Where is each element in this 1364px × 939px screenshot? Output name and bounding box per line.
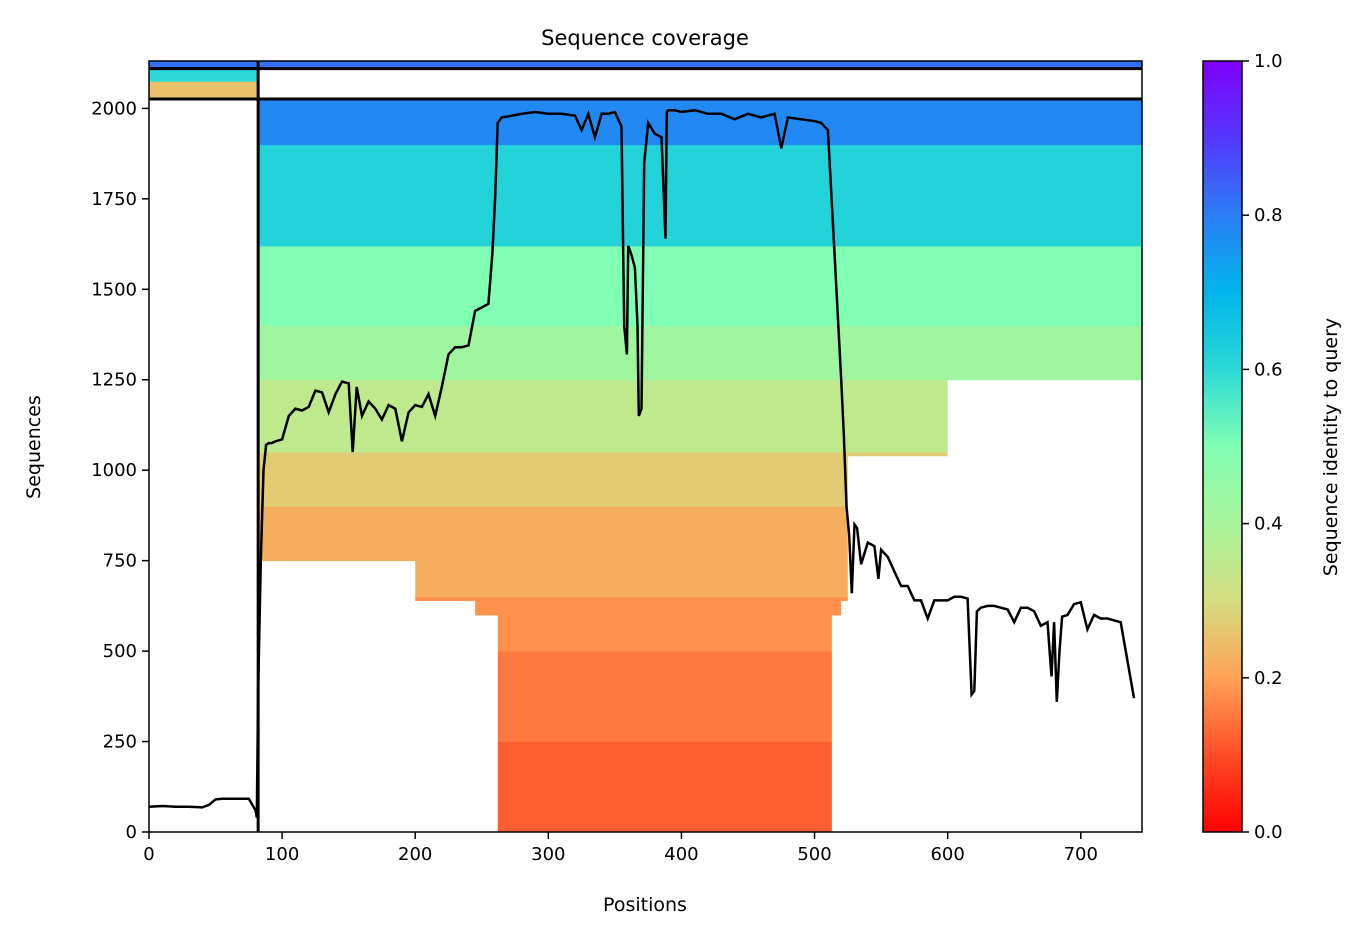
x-tick-label: 500 bbox=[797, 844, 831, 865]
x-tick-label: 100 bbox=[265, 844, 299, 865]
colorbar-tick-label: 0.6 bbox=[1254, 359, 1283, 380]
y-axis: 0 250 500 750 1000 1250 1500 1750 2000 bbox=[91, 98, 149, 843]
x-tick-label: 600 bbox=[930, 844, 964, 865]
x-tick-label: 300 bbox=[531, 844, 565, 865]
heatmap-cell bbox=[258, 98, 1142, 146]
y-axis-label: Sequences bbox=[23, 395, 45, 499]
heatmap-cell bbox=[258, 245, 1142, 326]
heatmap-cell bbox=[258, 325, 1142, 381]
y-tick-label: 0 bbox=[126, 822, 137, 843]
colorbar-tick-label: 1.0 bbox=[1254, 51, 1283, 72]
y-tick-label: 1500 bbox=[91, 279, 137, 300]
x-axis-label: Positions bbox=[603, 894, 687, 916]
x-axis: 0 100 200 300 400 500 600 700 bbox=[143, 832, 1098, 865]
coverage-line bbox=[149, 108, 1136, 818]
chart-title: Sequence coverage bbox=[541, 26, 749, 50]
y-tick-label: 250 bbox=[103, 732, 137, 753]
heatmap-cell bbox=[497, 651, 832, 743]
y-tick-label: 500 bbox=[103, 641, 137, 662]
colorbar-tick-label: 0.4 bbox=[1254, 514, 1283, 535]
heatmap-cell bbox=[149, 81, 259, 100]
heatmap-cell bbox=[258, 144, 1142, 247]
colorbar-axis: 0.0 0.2 0.4 0.6 0.8 1.0 bbox=[1242, 51, 1283, 843]
y-tick-label: 2000 bbox=[91, 98, 137, 119]
heatmap-cell bbox=[415, 560, 848, 598]
heatmap-cell bbox=[258, 506, 848, 562]
colorbar-tick-label: 0.8 bbox=[1254, 205, 1283, 226]
x-tick-label: 200 bbox=[398, 844, 432, 865]
colorbar-tick-label: 0.0 bbox=[1254, 822, 1283, 843]
colorbar-label: Sequence identity to query bbox=[1320, 318, 1342, 576]
coverage-heatmap bbox=[149, 61, 1142, 832]
colorbar bbox=[1202, 60, 1243, 833]
heatmap-cell bbox=[497, 741, 832, 832]
heatmap-cell bbox=[149, 61, 1142, 70]
heatmap-cell bbox=[497, 614, 832, 652]
colorbar-tick-label: 0.2 bbox=[1254, 668, 1283, 689]
x-tick-label: 400 bbox=[664, 844, 698, 865]
heatmap-cell bbox=[149, 68, 259, 82]
heatmap-cell bbox=[258, 452, 948, 457]
x-tick-label: 0 bbox=[143, 844, 154, 865]
heatmap-cell bbox=[258, 455, 848, 507]
y-tick-label: 1250 bbox=[91, 370, 137, 391]
heatmap-cell bbox=[475, 600, 842, 616]
y-tick-label: 750 bbox=[103, 551, 137, 572]
y-tick-label: 1750 bbox=[91, 189, 137, 210]
heatmap-cell bbox=[415, 596, 848, 601]
heatmap-cell bbox=[258, 379, 948, 453]
y-tick-label: 1000 bbox=[91, 460, 137, 481]
plot-frame bbox=[148, 60, 1143, 833]
x-tick-label: 700 bbox=[1064, 844, 1098, 865]
